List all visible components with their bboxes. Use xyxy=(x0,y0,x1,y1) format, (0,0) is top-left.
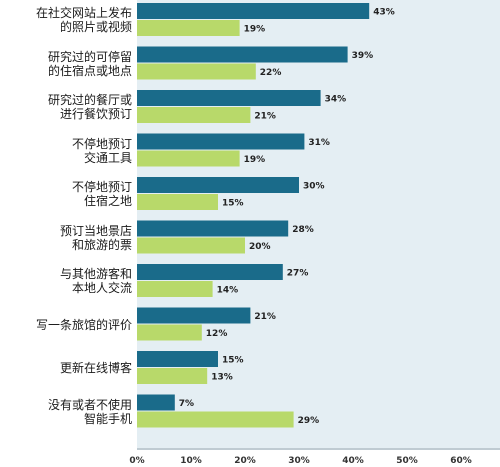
data-label-s0-9: 7% xyxy=(179,399,194,409)
data-label-s1-5: 20% xyxy=(249,242,271,252)
bars-group: 43% 19% 39% 22% 34% 21% 31% 19% 30% 15% 28% 20% 27% 1… xyxy=(137,3,395,428)
bar-s1-2 xyxy=(137,107,251,123)
bar-s0-4 xyxy=(137,177,299,193)
data-label-s1-3: 19% xyxy=(244,155,266,165)
category-label-8: 更新在线博客 xyxy=(59,361,132,375)
data-label-s1-1: 22% xyxy=(260,68,282,78)
data-label-s1-7: 12% xyxy=(206,329,228,339)
data-label-s1-6: 14% xyxy=(217,286,239,296)
bar-s0-5 xyxy=(137,220,289,237)
data-label-s1-4: 15% xyxy=(222,199,244,209)
category-label-5: 预订当地景店 和旅游的票 xyxy=(59,223,132,252)
x-tick-label-2: 20% xyxy=(234,456,256,466)
data-label-s0-2: 34% xyxy=(325,95,347,105)
category-label-0: 在社交网站上发布 的照片或视频 xyxy=(35,6,132,34)
category-label-1: 研究过的可停留 的住宿点或地点 xyxy=(47,49,132,78)
data-label-s0-3: 31% xyxy=(308,138,330,148)
category-label-3: 不停地预订 交通工具 xyxy=(71,136,132,165)
bar-s0-7 xyxy=(137,307,251,324)
data-label-s1-8: 13% xyxy=(211,373,233,383)
data-label-s1-0: 19% xyxy=(244,25,266,35)
bar-s0-9 xyxy=(137,394,175,411)
category-label-7: 写一条旅馆的评价 xyxy=(35,317,132,332)
category-label-6: 与其他游客和 本地人交流 xyxy=(59,267,132,295)
bar-s0-6 xyxy=(137,264,283,280)
bar-s1-1 xyxy=(137,63,256,80)
bar-s0-1 xyxy=(137,46,348,63)
data-label-s1-9: 29% xyxy=(298,416,320,426)
x-tick-label-6: 60% xyxy=(450,456,472,466)
x-tick-label-1: 10% xyxy=(180,456,202,466)
data-label-s0-1: 39% xyxy=(352,51,374,61)
x-tick-label-3: 30% xyxy=(288,456,310,466)
x-tick-label-5: 50% xyxy=(396,456,418,466)
x-tick-label-0: 0% xyxy=(129,456,144,466)
bar-s1-6 xyxy=(137,281,213,297)
bar-s1-4 xyxy=(137,194,218,210)
data-label-s1-2: 21% xyxy=(254,112,276,122)
data-label-s0-0: 43% xyxy=(373,8,395,18)
bar-s1-5 xyxy=(137,237,245,254)
bar-s1-9 xyxy=(137,411,294,428)
x-tick-label-4: 40% xyxy=(342,456,364,466)
category-label-9: 没有或者不使用 智能手机 xyxy=(47,397,132,426)
data-label-s0-6: 27% xyxy=(287,269,309,279)
bar-s1-0 xyxy=(137,20,240,36)
data-label-s0-4: 30% xyxy=(303,182,325,192)
x-axis: 0% 10% 20% 30% 40% 50% 60% xyxy=(129,448,500,466)
bar-s1-3 xyxy=(137,150,240,167)
category-label-4: 不停地预订 住宿之地 xyxy=(71,180,132,208)
bar-s0-3 xyxy=(137,133,305,150)
bar-s0-0 xyxy=(137,3,370,19)
category-label-2: 研究过的餐厅或 进行餐饮预订 xyxy=(47,93,132,121)
bar-s0-8 xyxy=(137,351,218,367)
bar-s1-7 xyxy=(137,324,202,341)
data-label-s0-8: 15% xyxy=(222,356,244,366)
bar-s0-2 xyxy=(137,90,321,106)
bar-s1-8 xyxy=(137,368,208,384)
data-label-s0-5: 28% xyxy=(292,225,314,235)
data-label-s0-7: 21% xyxy=(254,312,276,322)
